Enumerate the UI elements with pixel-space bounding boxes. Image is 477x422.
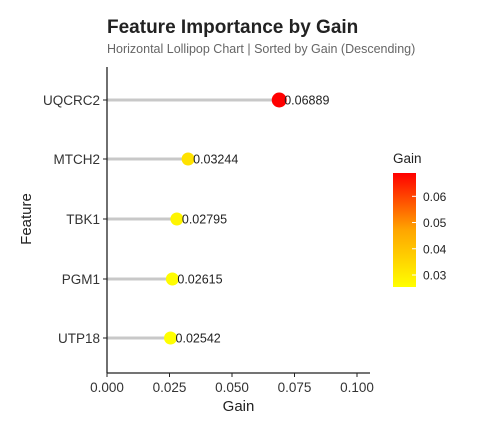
legend-colorbar <box>393 173 416 287</box>
data-label: 0.06889 <box>284 94 329 108</box>
x-tick-label: 0.050 <box>215 380 249 395</box>
data-label: 0.02615 <box>177 273 222 287</box>
x-axis-title: Gain <box>223 398 255 415</box>
y-axis-ticks: UQCRC2 MTCH2 TBK1 PGM1 UTP18 <box>43 93 107 346</box>
lollipop-point <box>164 331 178 345</box>
x-axis-ticks: 0.000 0.025 0.050 0.075 0.100 <box>90 373 374 395</box>
data-label: 0.02542 <box>176 332 221 346</box>
lollipop-point <box>170 212 184 226</box>
y-axis-title: Feature <box>18 193 35 245</box>
data-label: 0.03244 <box>193 153 238 167</box>
legend-ticks: 0.06 0.05 0.04 0.03 <box>412 190 447 282</box>
data-label: 0.02795 <box>182 213 227 227</box>
legend-tick-label: 0.03 <box>423 268 447 282</box>
lollipop-point <box>165 272 179 286</box>
y-tick-label: UTP18 <box>58 331 100 346</box>
legend-title: Gain <box>393 151 422 166</box>
x-tick-label: 0.000 <box>90 380 124 395</box>
stems-layer <box>107 98 280 340</box>
chart-subtitle: Horizontal Lollipop Chart | Sorted by Ga… <box>107 42 415 56</box>
y-tick-label: PGM1 <box>62 272 100 287</box>
value-labels-layer: 0.06889 0.03244 0.02795 0.02615 0.02542 <box>176 94 330 346</box>
y-tick-label: UQCRC2 <box>43 93 100 108</box>
lollipop-point <box>181 152 195 166</box>
legend-tick-label: 0.06 <box>423 190 447 204</box>
chart-title: Feature Importance by Gain <box>107 17 358 38</box>
color-legend: Gain 0.06 0.05 0.04 0.03 <box>393 151 447 287</box>
x-tick-label: 0.075 <box>278 380 312 395</box>
lollipop-point <box>271 92 287 108</box>
legend-tick-label: 0.05 <box>423 216 447 230</box>
legend-tick-label: 0.04 <box>423 242 447 256</box>
points-layer <box>164 92 287 345</box>
y-tick-label: MTCH2 <box>54 152 101 167</box>
x-tick-label: 0.025 <box>153 380 187 395</box>
y-tick-label: TBK1 <box>66 212 100 227</box>
x-tick-label: 0.100 <box>340 380 374 395</box>
